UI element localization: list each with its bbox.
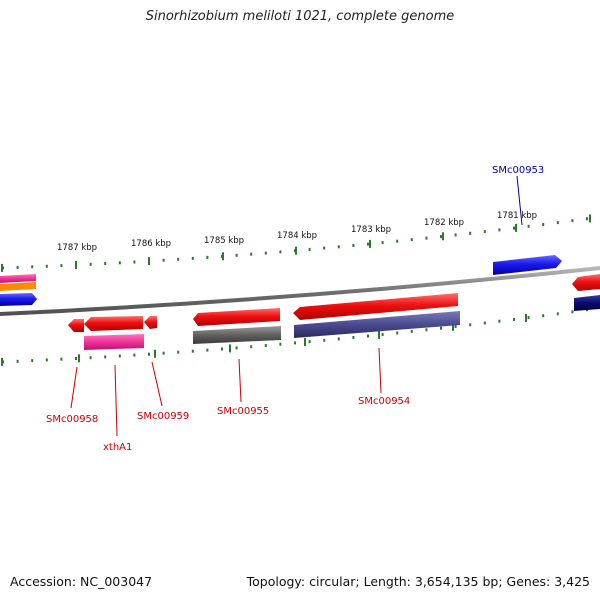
gene-label-smc00953[interactable]: SMc00953 [492,165,544,176]
ruler-label-1782: 1782 kbp [424,218,464,228]
gene-label-smc00955[interactable]: SMc00955 [217,406,269,417]
gene-labels: SMc00953 SMc00958 xthA1 SMc00959 SMc0095… [46,165,544,453]
genome-summary-text: Topology: circular; Length: 3,654,135 bp… [246,574,590,589]
outer-scale-ticks [1,214,591,272]
reverse-strand-genes [68,293,458,332]
gene-smc00955[interactable] [193,308,280,326]
connector-smc00959 [151,361,163,407]
gene-label-smc00958[interactable]: SMc00958 [46,414,98,425]
gene-feature-navy-right[interactable] [574,295,600,311]
ruler-label-1783: 1783 kbp [351,225,391,235]
ruler-label-1784: 1784 kbp [277,231,317,241]
map-title: Sinorhizobium meliloti 1021, complete ge… [145,9,455,24]
ruler-labels: 1787 kbp 1786 kbp 1785 kbp 1784 kbp 1783… [57,211,537,253]
gene-label-smc00954[interactable]: SMc00954 [358,396,410,407]
feature-xtha1-magenta[interactable] [84,334,144,350]
ruler-label-1785: 1785 kbp [204,236,244,246]
connector-smc00954 [378,347,382,394]
gene-xtha1[interactable] [84,316,143,331]
gene-feature-orange-left[interactable] [0,282,36,291]
feature-smc00955-gray[interactable] [193,326,281,344]
right-edge-features [572,274,600,311]
connector-xtha1 [114,364,118,437]
connector-smc00955 [238,358,242,403]
gene-label-smc00959[interactable]: SMc00959 [137,411,189,422]
ruler-label-1786: 1786 kbp [131,239,171,249]
gene-feature-red-right[interactable] [572,274,600,291]
ruler-label-1787: 1787 kbp [57,243,97,253]
genome-backbone [0,266,600,316]
connector-smc00958 [70,366,78,409]
left-edge-features [0,274,37,306]
gene-smc00959[interactable] [144,316,157,329]
second-track-features [84,311,460,350]
label-connectors [70,175,523,437]
gene-feature-magenta-left[interactable] [0,274,36,283]
connector-smc00953 [516,175,523,226]
gene-smc00953[interactable] [493,255,562,275]
gene-smc00954[interactable] [293,293,458,320]
gene-smc00958[interactable] [68,319,84,332]
inner-scale-ticks [1,308,588,366]
feature-smc00954-slate[interactable] [294,311,460,338]
ruler-label-1781: 1781 kbp [497,211,537,221]
gene-label-xtha1[interactable]: xthA1 [103,442,132,453]
gene-feature-blue-left[interactable] [0,293,37,306]
accession-text: Accession: NC_003047 [10,574,153,589]
